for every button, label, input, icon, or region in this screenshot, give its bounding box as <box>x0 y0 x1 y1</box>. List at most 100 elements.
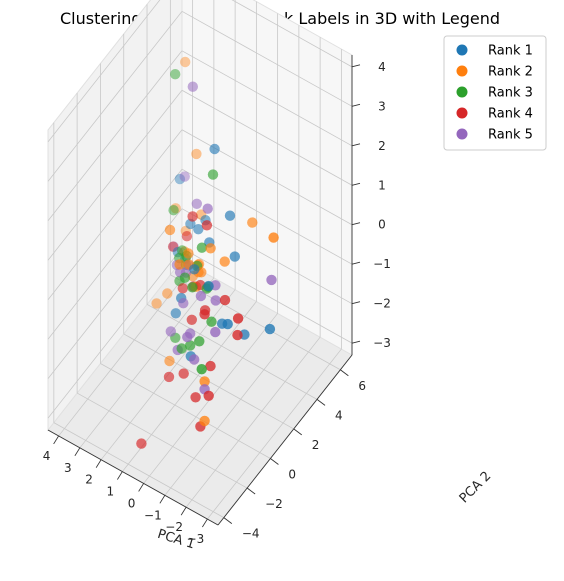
scatter-point-rank-5 <box>210 295 221 306</box>
scatter-point-rank-1 <box>189 264 200 275</box>
grid-line-z <box>181 89 353 186</box>
grid-line-z <box>181 247 353 344</box>
data-points <box>136 56 279 449</box>
grid-lines <box>47 0 353 520</box>
legend-marker <box>456 44 468 56</box>
scatter-point-rank-5 <box>182 331 193 343</box>
legend-label: Rank 5 <box>488 128 533 143</box>
legend-marker <box>456 65 468 77</box>
scatter-point-rank-3 <box>176 343 187 354</box>
y-tick-label: −4 <box>242 527 260 541</box>
z-tick-label: 4 <box>378 60 386 74</box>
y-tick-mark <box>223 517 233 524</box>
scatter-point-rank-1 <box>209 143 220 155</box>
z-tick-label: −3 <box>373 336 391 350</box>
scatter-point-rank-4 <box>178 368 189 379</box>
grid-line-y <box>76 392 248 489</box>
scatter-point-rank-2 <box>164 355 175 367</box>
y-tick-label: −2 <box>265 497 283 511</box>
scatter-point-rank-4 <box>181 231 193 242</box>
scatter-point-rank-3 <box>170 69 181 80</box>
scatter-point-rank-4 <box>199 309 210 320</box>
z-tick-label: 2 <box>378 139 386 153</box>
scatter-point-rank-2 <box>151 298 162 309</box>
x-tick-label: 3 <box>64 461 72 475</box>
z-tick-label: 0 <box>378 218 386 232</box>
z-tick-mark <box>351 301 361 305</box>
x-tick-mark <box>159 495 166 504</box>
grid-line-z <box>181 129 353 226</box>
x-tick-label: 4 <box>43 449 51 463</box>
scatter-point-rank-4 <box>205 360 216 372</box>
scatter-point-rank-4 <box>186 314 197 325</box>
scatter-point-rank-2 <box>180 56 191 68</box>
z-tick-mark <box>351 340 361 344</box>
grid-line-z <box>47 168 183 340</box>
legend-marker <box>456 107 468 119</box>
grid-line-z <box>181 50 353 147</box>
grid-line-x <box>185 336 321 508</box>
y-tick-label: 2 <box>312 438 320 452</box>
scatter-point-rank-2 <box>164 224 176 236</box>
scatter-point-rank-1 <box>174 173 186 185</box>
scatter-point-rank-1 <box>170 308 181 319</box>
scatter-point-rank-4 <box>136 438 147 449</box>
scatter-point-rank-2 <box>183 248 194 259</box>
grid-line-x <box>207 348 342 520</box>
scatter-point-rank-1 <box>193 224 204 235</box>
legend-box <box>443 35 547 151</box>
z-tick-mark <box>351 222 361 226</box>
scatter-point-rank-4 <box>190 392 201 403</box>
grid-line-z <box>47 90 183 261</box>
z-tick-mark <box>351 64 361 68</box>
scatter-point-rank-2 <box>174 259 185 270</box>
y-axis-line <box>217 354 353 526</box>
grid-line-y <box>53 422 225 518</box>
scatter-point-rank-5 <box>195 290 207 302</box>
grid-line-z <box>231 0 353 68</box>
scatter-point-rank-3 <box>194 336 205 347</box>
x-tick-label: −3 <box>187 532 205 546</box>
z-tick-mark <box>351 261 361 265</box>
scatter-point-rank-2 <box>199 415 210 427</box>
grid-line-x <box>58 265 193 437</box>
legend: Rank 1 Rank 2 Rank 3 Rank 4 Rank 5 <box>443 35 547 151</box>
y-tick-mark <box>246 487 256 495</box>
scatter-point-rank-1 <box>203 280 214 292</box>
scatter-point-rank-4 <box>232 313 244 324</box>
x-tick-mark <box>95 459 102 468</box>
x-tick-label: −1 <box>144 508 162 522</box>
grid-line-z <box>47 0 161 143</box>
scatter-point-rank-5 <box>189 354 200 365</box>
scatter-point-rank-3 <box>196 364 207 375</box>
scatter-point-rank-2 <box>268 232 279 243</box>
grid-line-z <box>181 10 353 107</box>
z-tick-mark <box>351 143 361 147</box>
scatter-point-rank-5 <box>191 198 202 209</box>
scatter-point-rank-4 <box>177 283 188 294</box>
legend-label: Rank 1 <box>488 44 533 59</box>
x-tick-label: −2 <box>165 520 183 534</box>
scatter-point-rank-2 <box>199 376 210 387</box>
x-tick-mark <box>116 471 123 480</box>
scatter-point-rank-3 <box>196 242 208 253</box>
scatter-point-rank-3 <box>206 316 217 327</box>
scatter-point-rank-5 <box>202 203 213 214</box>
grid-line-z <box>47 129 183 300</box>
scatter-point-rank-3 <box>179 272 191 283</box>
grid-line-y <box>146 303 318 400</box>
scatter-point-rank-5 <box>266 274 277 286</box>
y-tick-label: 6 <box>358 379 366 393</box>
x-tick-mark <box>201 518 208 528</box>
scatter-point-rank-2 <box>219 256 230 267</box>
scatter-point-rank-2 <box>191 148 202 160</box>
legend-marker <box>456 128 468 140</box>
scatter-point-rank-5 <box>210 326 221 338</box>
scatter-point-rank-3 <box>168 205 179 216</box>
y-tick-mark <box>270 458 279 465</box>
scatter-point-rank-5 <box>178 298 189 309</box>
y-tick-label: 0 <box>288 467 296 481</box>
z-tick-label: 1 <box>378 178 386 192</box>
grid-line-z <box>47 247 183 419</box>
legend-label: Rank 2 <box>488 65 533 80</box>
